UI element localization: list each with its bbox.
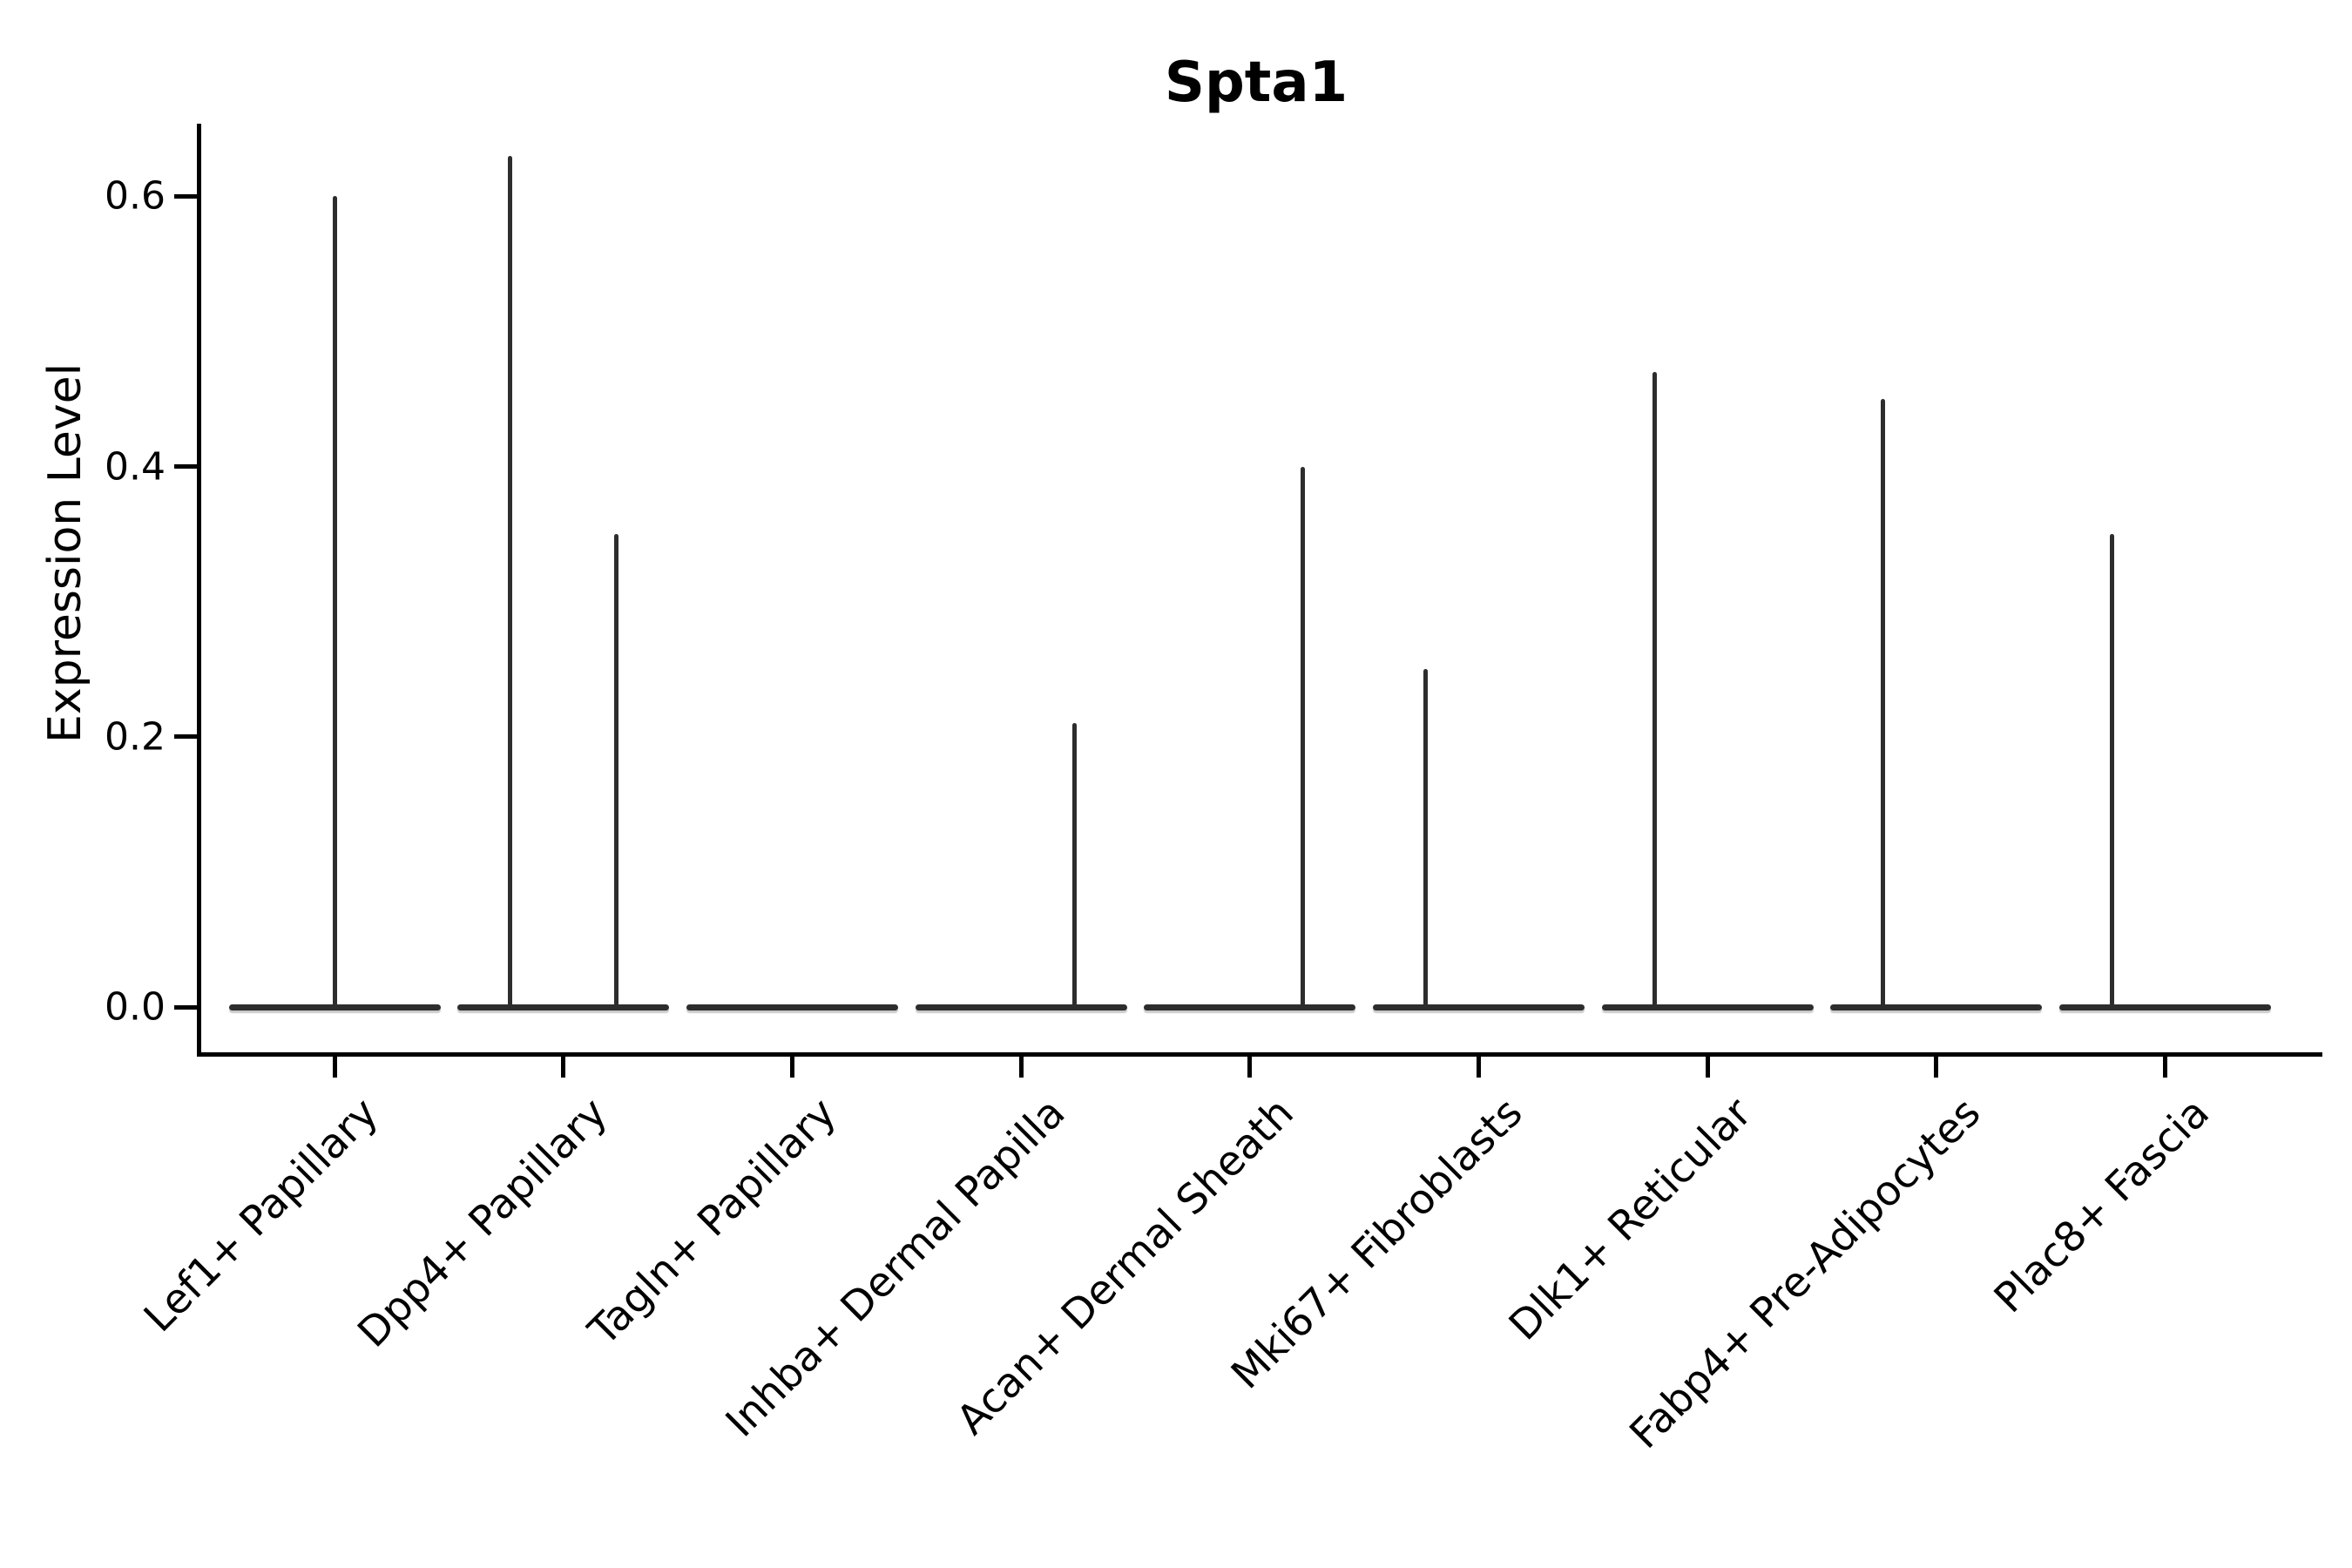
- violin-density-spike: [1071, 723, 1077, 1006]
- x-tick-mark: [789, 1057, 794, 1078]
- y-tick-mark: [174, 1004, 197, 1010]
- x-tick-label: Lef1+ Papillary: [134, 1089, 388, 1342]
- y-tick-label: 0.4: [105, 444, 166, 490]
- violin-zero-base: [1601, 1004, 1814, 1010]
- x-tick-label: Dlk1+ Reticular: [1499, 1089, 1761, 1350]
- violin-zero-base: [686, 1004, 898, 1010]
- y-tick-mark: [174, 464, 197, 470]
- x-tick-mark: [2163, 1057, 2168, 1078]
- violin-zero-base: [915, 1004, 1127, 1010]
- violin-density-spike: [2110, 534, 2115, 1006]
- violin-density-spike: [1301, 466, 1306, 1006]
- x-tick-mark: [1934, 1057, 1939, 1078]
- violin-density-spike: [1423, 669, 1428, 1006]
- violin-zero-base: [457, 1004, 670, 1010]
- y-tick-label: 0.0: [105, 984, 166, 1030]
- y-tick-mark: [174, 734, 197, 740]
- x-tick-mark: [1477, 1057, 1481, 1078]
- y-tick-label: 0.2: [105, 714, 166, 760]
- x-tick-label: Tagln+ Papillary: [579, 1089, 846, 1355]
- violin-zero-base: [1830, 1004, 2043, 1010]
- y-axis-spine: [197, 124, 201, 1057]
- violin-density-spike: [1652, 372, 1657, 1006]
- violin-density-spike: [614, 534, 619, 1006]
- x-tick-mark: [332, 1057, 337, 1078]
- violin-density-spike: [508, 155, 513, 1006]
- violin-density-spike: [1881, 399, 1886, 1006]
- x-tick-mark: [1018, 1057, 1024, 1078]
- violin-zero-base: [228, 1004, 441, 1010]
- violin-zero-base: [1373, 1004, 1585, 1010]
- chart-title: Spta1: [1164, 51, 1348, 115]
- x-tick-mark: [1705, 1057, 1710, 1078]
- y-tick-label: 0.6: [105, 173, 166, 219]
- violin-zero-base: [2059, 1004, 2272, 1010]
- violin-zero-base: [1144, 1004, 1356, 1010]
- x-axis-spine: [197, 1052, 2322, 1057]
- x-tick-label: Plac8+ Fascia: [1984, 1089, 2219, 1322]
- x-tick-mark: [1247, 1057, 1253, 1078]
- x-tick-mark: [561, 1057, 566, 1078]
- x-tick-label: Dpp4+ Papillary: [348, 1089, 617, 1357]
- y-tick-mark: [174, 193, 197, 199]
- violin-density-spike: [332, 196, 337, 1006]
- y-axis-label-text: Expression Level: [39, 362, 91, 744]
